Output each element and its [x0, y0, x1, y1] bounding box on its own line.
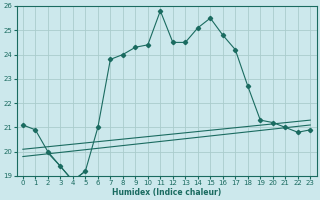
X-axis label: Humidex (Indice chaleur): Humidex (Indice chaleur)	[112, 188, 221, 197]
